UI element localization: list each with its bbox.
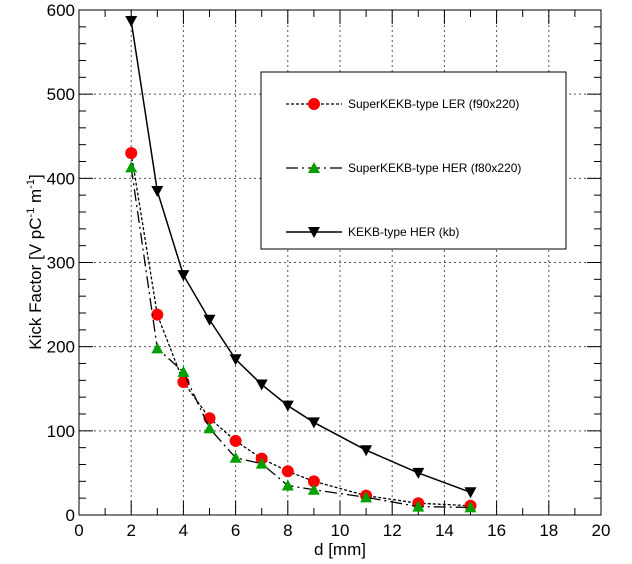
data-point — [360, 491, 373, 503]
legend: SuperKEKB-type LER (f90x220) SuperKEKB-ty… — [260, 71, 567, 250]
x-tick-label: 18 — [539, 521, 558, 540]
x-tick-label: 14 — [435, 521, 454, 540]
x-tick-label: 8 — [283, 521, 292, 540]
legend-marker-2 — [308, 227, 320, 238]
y-axis-title-main: Kick Factor [V pC — [26, 217, 45, 349]
data-point — [229, 451, 242, 463]
x-tick-label: 4 — [179, 521, 188, 540]
y-axis-title-sup2: -1 — [25, 179, 37, 189]
data-point — [125, 15, 138, 27]
y-tick-label: 400 — [47, 169, 75, 188]
data-point — [412, 467, 425, 479]
data-point — [203, 422, 216, 434]
y-tick-label: 500 — [47, 85, 75, 104]
x-tick-label: 16 — [487, 521, 506, 540]
y-tick-label: 600 — [47, 1, 75, 20]
data-point — [255, 457, 268, 469]
data-point — [307, 483, 320, 495]
data-point — [307, 475, 320, 488]
plot-frame — [78, 9, 602, 516]
data-point — [125, 147, 138, 160]
data-point — [151, 342, 164, 354]
legend-label-0: SuperKEKB-type LER (f90x220) — [348, 97, 519, 111]
series-1 — [125, 161, 477, 513]
data-point — [281, 479, 294, 491]
data-point — [177, 270, 190, 282]
data-point — [151, 185, 164, 197]
x-tick-label: 0 — [74, 521, 83, 540]
data-point — [151, 308, 164, 321]
y-axis-title-end: ] — [26, 174, 45, 179]
data-point — [412, 500, 425, 512]
data-point — [281, 400, 294, 412]
x-tick-label: 2 — [126, 521, 135, 540]
y-tick-label: 200 — [47, 338, 75, 357]
data-point — [360, 445, 373, 457]
y-tick-label: 300 — [47, 254, 75, 273]
y-axis-title-sup1: -1 — [25, 208, 37, 218]
legend-label-1: SuperKEKB-type HER (f80x220) — [348, 161, 521, 175]
legend-marker-1 — [308, 162, 320, 173]
data-point — [229, 354, 242, 366]
x-tick-label: 20 — [592, 521, 611, 540]
data-point — [125, 161, 138, 173]
y-axis-title-mid: m — [26, 189, 45, 208]
y-tick-label: 100 — [47, 422, 75, 441]
legend-marker-0 — [308, 98, 320, 110]
x-axis-title: d [mm] — [314, 540, 366, 559]
data-point — [281, 465, 294, 478]
x-tick-label: 12 — [383, 521, 402, 540]
legend-label-2: KEKB-type HER (kb) — [348, 225, 459, 239]
data-point — [203, 314, 216, 326]
x-tick-label: 6 — [231, 521, 240, 540]
data-point — [464, 501, 477, 513]
x-tick-label: 10 — [331, 521, 350, 540]
data-point — [307, 417, 320, 429]
series-2 — [125, 15, 477, 499]
data-point — [229, 434, 242, 447]
grid — [79, 10, 601, 515]
series-group — [125, 15, 477, 513]
data-point — [177, 365, 190, 377]
data-point — [255, 379, 268, 391]
y-axis-title: Kick Factor [V pC-1 m-1] — [25, 174, 45, 349]
data-point — [464, 487, 477, 499]
y-tick-label: 0 — [66, 506, 75, 525]
